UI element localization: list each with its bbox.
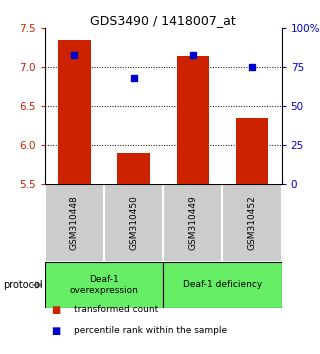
Text: ■: ■: [51, 326, 60, 336]
Text: GSM310452: GSM310452: [247, 196, 257, 250]
Bar: [104, 184, 163, 262]
Text: GSM310449: GSM310449: [188, 196, 197, 250]
Text: ■: ■: [51, 305, 60, 315]
Bar: [45, 262, 163, 308]
Bar: [177, 56, 209, 184]
Text: Deaf-1
overexpression: Deaf-1 overexpression: [69, 275, 139, 295]
Bar: [58, 40, 91, 184]
Title: GDS3490 / 1418007_at: GDS3490 / 1418007_at: [90, 14, 236, 27]
Text: GSM310450: GSM310450: [129, 195, 138, 251]
Text: protocol: protocol: [3, 280, 43, 290]
Text: Deaf-1 deficiency: Deaf-1 deficiency: [183, 280, 262, 290]
Text: percentile rank within the sample: percentile rank within the sample: [74, 326, 227, 336]
Text: GSM310448: GSM310448: [70, 196, 79, 250]
Bar: [117, 153, 150, 184]
Bar: [163, 262, 282, 308]
Bar: [45, 184, 104, 262]
Text: transformed count: transformed count: [74, 305, 158, 314]
Bar: [163, 184, 222, 262]
Bar: [236, 118, 268, 184]
Bar: [222, 184, 282, 262]
